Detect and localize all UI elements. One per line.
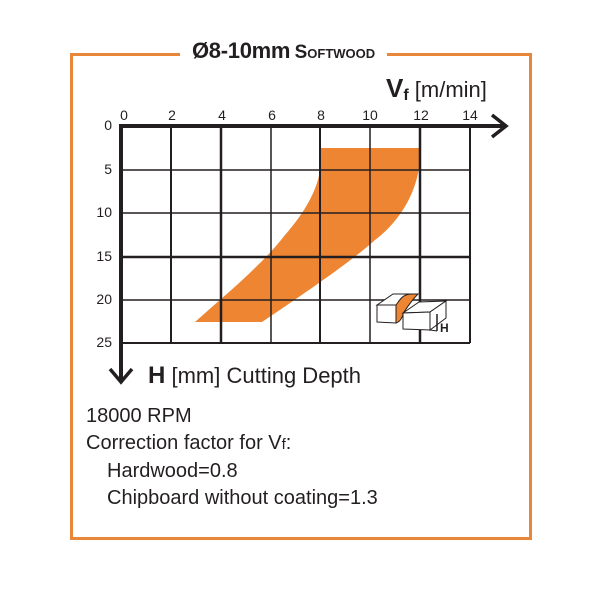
y-axis-arrow-icon xyxy=(108,367,134,385)
chipboard-factor: Chipboard without coating=1.3 xyxy=(107,486,378,509)
svg-text:0: 0 xyxy=(104,117,112,133)
chart-title: Ø8-10mm Softwood xyxy=(180,38,388,64)
grid-vertical xyxy=(170,126,471,343)
svg-text:10: 10 xyxy=(362,107,378,123)
svg-text:4: 4 xyxy=(218,107,226,123)
y-tick-labels: 0 5 10 15 20 25 xyxy=(96,117,112,350)
axes xyxy=(108,113,509,385)
x-axis-unit: [m/min] xyxy=(414,77,487,102)
hardwood-factor: Hardwood=0.8 xyxy=(107,460,238,482)
grid-horizontal xyxy=(121,169,470,344)
vf-symbol: V xyxy=(386,73,404,103)
correction-heading: Correction factor for Vf: xyxy=(86,431,292,454)
icon-h-label: H xyxy=(440,321,449,335)
workpiece-profile-icon xyxy=(375,293,448,332)
x-tick-labels: 0 2 4 6 8 10 12 14 xyxy=(120,107,478,123)
y-axis-name: Cutting Depth xyxy=(226,363,362,388)
svg-text:5: 5 xyxy=(104,161,112,177)
y-axis-unit: [mm] xyxy=(171,363,221,388)
svg-text:14: 14 xyxy=(462,107,478,123)
svg-text:2: 2 xyxy=(168,107,176,123)
y-axis-label: H [mm] Cutting Depth xyxy=(148,362,361,390)
material-label: Softwood xyxy=(294,42,376,63)
svg-text:6: 6 xyxy=(268,107,276,123)
x-axis-arrow-icon xyxy=(490,113,509,139)
svg-text:12: 12 xyxy=(413,107,429,123)
diameter-label: Ø8-10mm xyxy=(192,38,291,63)
x-axis-label: Vf [m/min] xyxy=(386,73,487,105)
svg-text:10: 10 xyxy=(96,204,112,220)
vf-subscript: f xyxy=(403,87,409,104)
h-symbol: H xyxy=(148,362,166,389)
svg-text:15: 15 xyxy=(96,248,112,264)
svg-text:0: 0 xyxy=(120,107,128,123)
rpm-note: 18000 RPM xyxy=(86,405,192,427)
svg-text:8: 8 xyxy=(317,107,325,123)
svg-text:20: 20 xyxy=(96,291,112,307)
notes: 18000 RPM Correction factor for Vf: Hard… xyxy=(86,403,378,511)
feed-range-area xyxy=(195,148,419,322)
svg-text:25: 25 xyxy=(96,334,112,350)
